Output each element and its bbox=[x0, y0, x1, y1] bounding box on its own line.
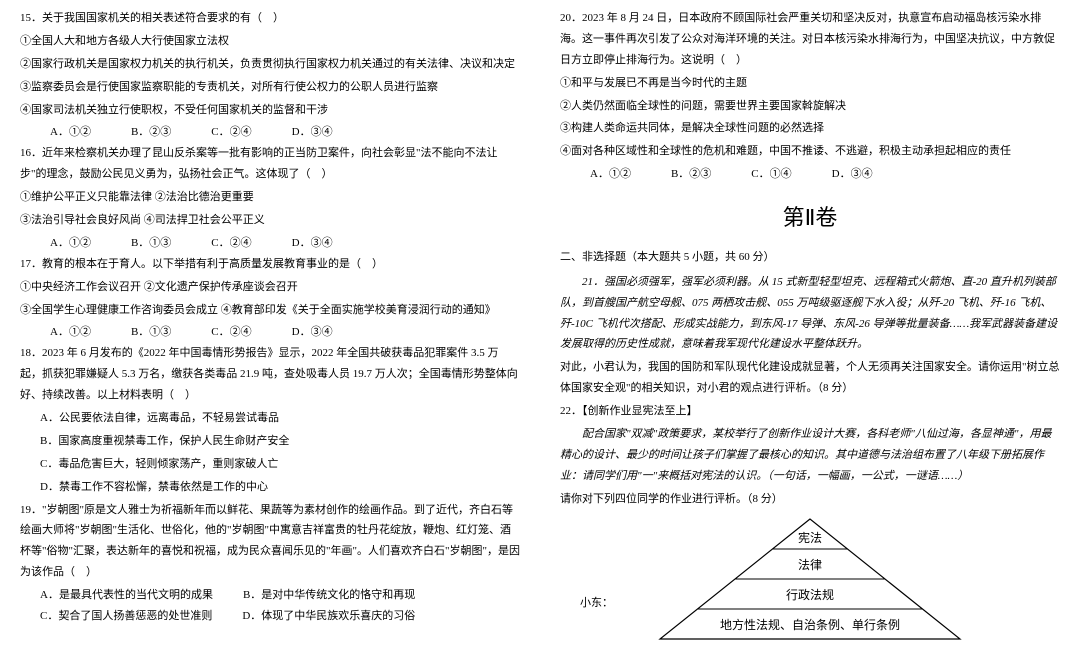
q20-s1: ①和平与发展已不再是当今时代的主题 bbox=[560, 73, 1060, 94]
q18-c: C．毒品危害巨大，轻则倾家荡产，重则家破人亡 bbox=[40, 454, 520, 475]
q22-p1: 配合国家"双减"政策要求，某校举行了创新作业设计大赛，各科老师"八仙过海，各显神… bbox=[560, 424, 1060, 487]
section2-head: 二、非选择题（本大题共 5 小题，共 60 分） bbox=[560, 247, 1060, 268]
q18-d: D．禁毒工作不容松懈，禁毒依然是工作的中心 bbox=[40, 477, 520, 498]
q15-s2: ②国家行政机关是国家权力机关的执行机关，负责贯彻执行国家权力机关通过的有关法律、… bbox=[20, 54, 520, 75]
q22-p2: 请你对下列四位同学的作业进行评析。（8 分） bbox=[560, 489, 1060, 510]
q20-d: D．③④ bbox=[832, 164, 873, 185]
q18-a: A．公民要依法自律，远离毒品，不轻易尝试毒品 bbox=[40, 408, 520, 429]
q17-s1: ①中央经济工作会议召开 ②文化遗产保护传承座谈会召开 bbox=[20, 277, 520, 298]
q15-s3: ③监察委员会是行使国家监察职能的专责机关，对所有行使公权力的公职人员进行监察 bbox=[20, 77, 520, 98]
q20-s4: ④面对各种区域性和全球性的危机和难题，中国不推诿、不逃避，积极主动承担起相应的责… bbox=[560, 141, 1060, 162]
q19-b: B．是对中华传统文化的恪守和再现 bbox=[243, 585, 415, 606]
q19-row2: C．契合了国人扬善惩恶的处世准则 D．体现了中华民族欢乐喜庆的习俗 bbox=[40, 606, 520, 627]
q20-a: A．①② bbox=[590, 164, 631, 185]
q15-b: B．②③ bbox=[131, 122, 171, 143]
q16-b: B．①③ bbox=[131, 233, 171, 254]
q16-opts: A．①② B．①③ C．②④ D．③④ bbox=[50, 233, 520, 254]
q15-opts: A．①② B．②③ C．②④ D．③④ bbox=[50, 122, 520, 143]
q16-c: C．②④ bbox=[211, 233, 251, 254]
q17-d: D．③④ bbox=[292, 322, 333, 343]
right-page: 20．2023 年 8 月 24 日，日本政府不顾国际社会严重关切和坚决反对，执… bbox=[540, 0, 1080, 648]
pyr-l2: 法律 bbox=[798, 558, 822, 572]
q17-c: C．②④ bbox=[211, 322, 251, 343]
q19-c: C．契合了国人扬善惩恶的处世准则 bbox=[40, 606, 212, 627]
pyr-l4: 地方性法规、自治条例、单行条例 bbox=[720, 617, 900, 632]
q17-opts: A．①② B．①③ C．②④ D．③④ bbox=[50, 322, 520, 343]
q20-opts: A．①② B．②③ C．①④ D．③④ bbox=[590, 164, 1060, 185]
section2-title: 第Ⅱ卷 bbox=[560, 197, 1060, 239]
q19-stem: 19．"岁朝图"原是文人雅士为祈福新年而以鲜花、果蔬等为素材创作的绘画作品。到了… bbox=[20, 500, 520, 584]
q15-c: C．②④ bbox=[211, 122, 251, 143]
q19-d: D．体现了中华民族欢乐喜庆的习俗 bbox=[242, 606, 415, 627]
q15-d: D．③④ bbox=[292, 122, 333, 143]
q20-stem: 20．2023 年 8 月 24 日，日本政府不顾国际社会严重关切和坚决反对，执… bbox=[560, 8, 1060, 71]
q15-a: A．①② bbox=[50, 122, 91, 143]
q22-t: 22．【创新作业显宪法至上】 bbox=[560, 401, 1060, 422]
q19-a: A．是最具代表性的当代文明的成果 bbox=[40, 585, 213, 606]
q17-a: A．①② bbox=[50, 322, 91, 343]
q20-s2: ②人类仍然面临全球性的问题，需要世界主要国家斡旋解决 bbox=[560, 96, 1060, 117]
pyramid-area: 小东： 宪法 法律 行政法规 地方性法规、自治条例、单行条例 bbox=[560, 514, 1060, 644]
q20-b: B．②③ bbox=[671, 164, 711, 185]
q17-b: B．①③ bbox=[131, 322, 171, 343]
q15-s4: ④国家司法机关独立行使职权，不受任何国家机关的监督和干涉 bbox=[20, 100, 520, 121]
q21-p1: 21．强国必须强军，强军必须利器。从 15 式新型轻型坦克、远程箱式火箭炮、直-… bbox=[560, 272, 1060, 356]
q18-b: B．国家高度重视禁毒工作，保护人民生命财产安全 bbox=[40, 431, 520, 452]
student-name: 小东： bbox=[580, 593, 613, 614]
pyramid-diagram: 宪法 法律 行政法规 地方性法规、自治条例、单行条例 bbox=[650, 514, 970, 642]
q21-p2: 对此，小君认为，我国的国防和军队现代化建设成就显著，个人无须再关注国家安全。请你… bbox=[560, 357, 1060, 399]
q15-s1: ①全国人大和地方各级人大行使国家立法权 bbox=[20, 31, 520, 52]
q16-s2: ③法治引导社会良好风尚 ④司法捍卫社会公平正义 bbox=[20, 210, 520, 231]
q16-d: D．③④ bbox=[292, 233, 333, 254]
q16-a: A．①② bbox=[50, 233, 91, 254]
q16-s1: ①维护公平正义只能靠法律 ②法治比德治更重要 bbox=[20, 187, 520, 208]
q17-stem: 17．教育的根本在于育人。以下举措有利于高质量发展教育事业的是（ ） bbox=[20, 254, 520, 275]
q16-stem: 16．近年来检察机关办理了昆山反杀案等一批有影响的正当防卫案件，向社会彰显"法不… bbox=[20, 143, 520, 185]
left-page: 15．关于我国国家机关的相关表述符合要求的有（ ） ①全国人大和地方各级人大行使… bbox=[0, 0, 540, 648]
q15-stem: 15．关于我国国家机关的相关表述符合要求的有（ ） bbox=[20, 8, 520, 29]
q17-s2: ③全国学生心理健康工作咨询委员会成立 ④教育部印发《关于全面实施学校美育浸润行动… bbox=[20, 300, 520, 321]
q18-stem: 18．2023 年 6 月发布的《2022 年中国毒情形势报告》显示，2022 … bbox=[20, 343, 520, 406]
pyr-l1: 宪法 bbox=[798, 530, 822, 545]
q20-s3: ③构建人类命运共同体，是解决全球性问题的必然选择 bbox=[560, 118, 1060, 139]
q20-c: C．①④ bbox=[751, 164, 791, 185]
q19-row1: A．是最具代表性的当代文明的成果 B．是对中华传统文化的恪守和再现 bbox=[40, 585, 520, 606]
pyr-l3: 行政法规 bbox=[786, 587, 834, 602]
